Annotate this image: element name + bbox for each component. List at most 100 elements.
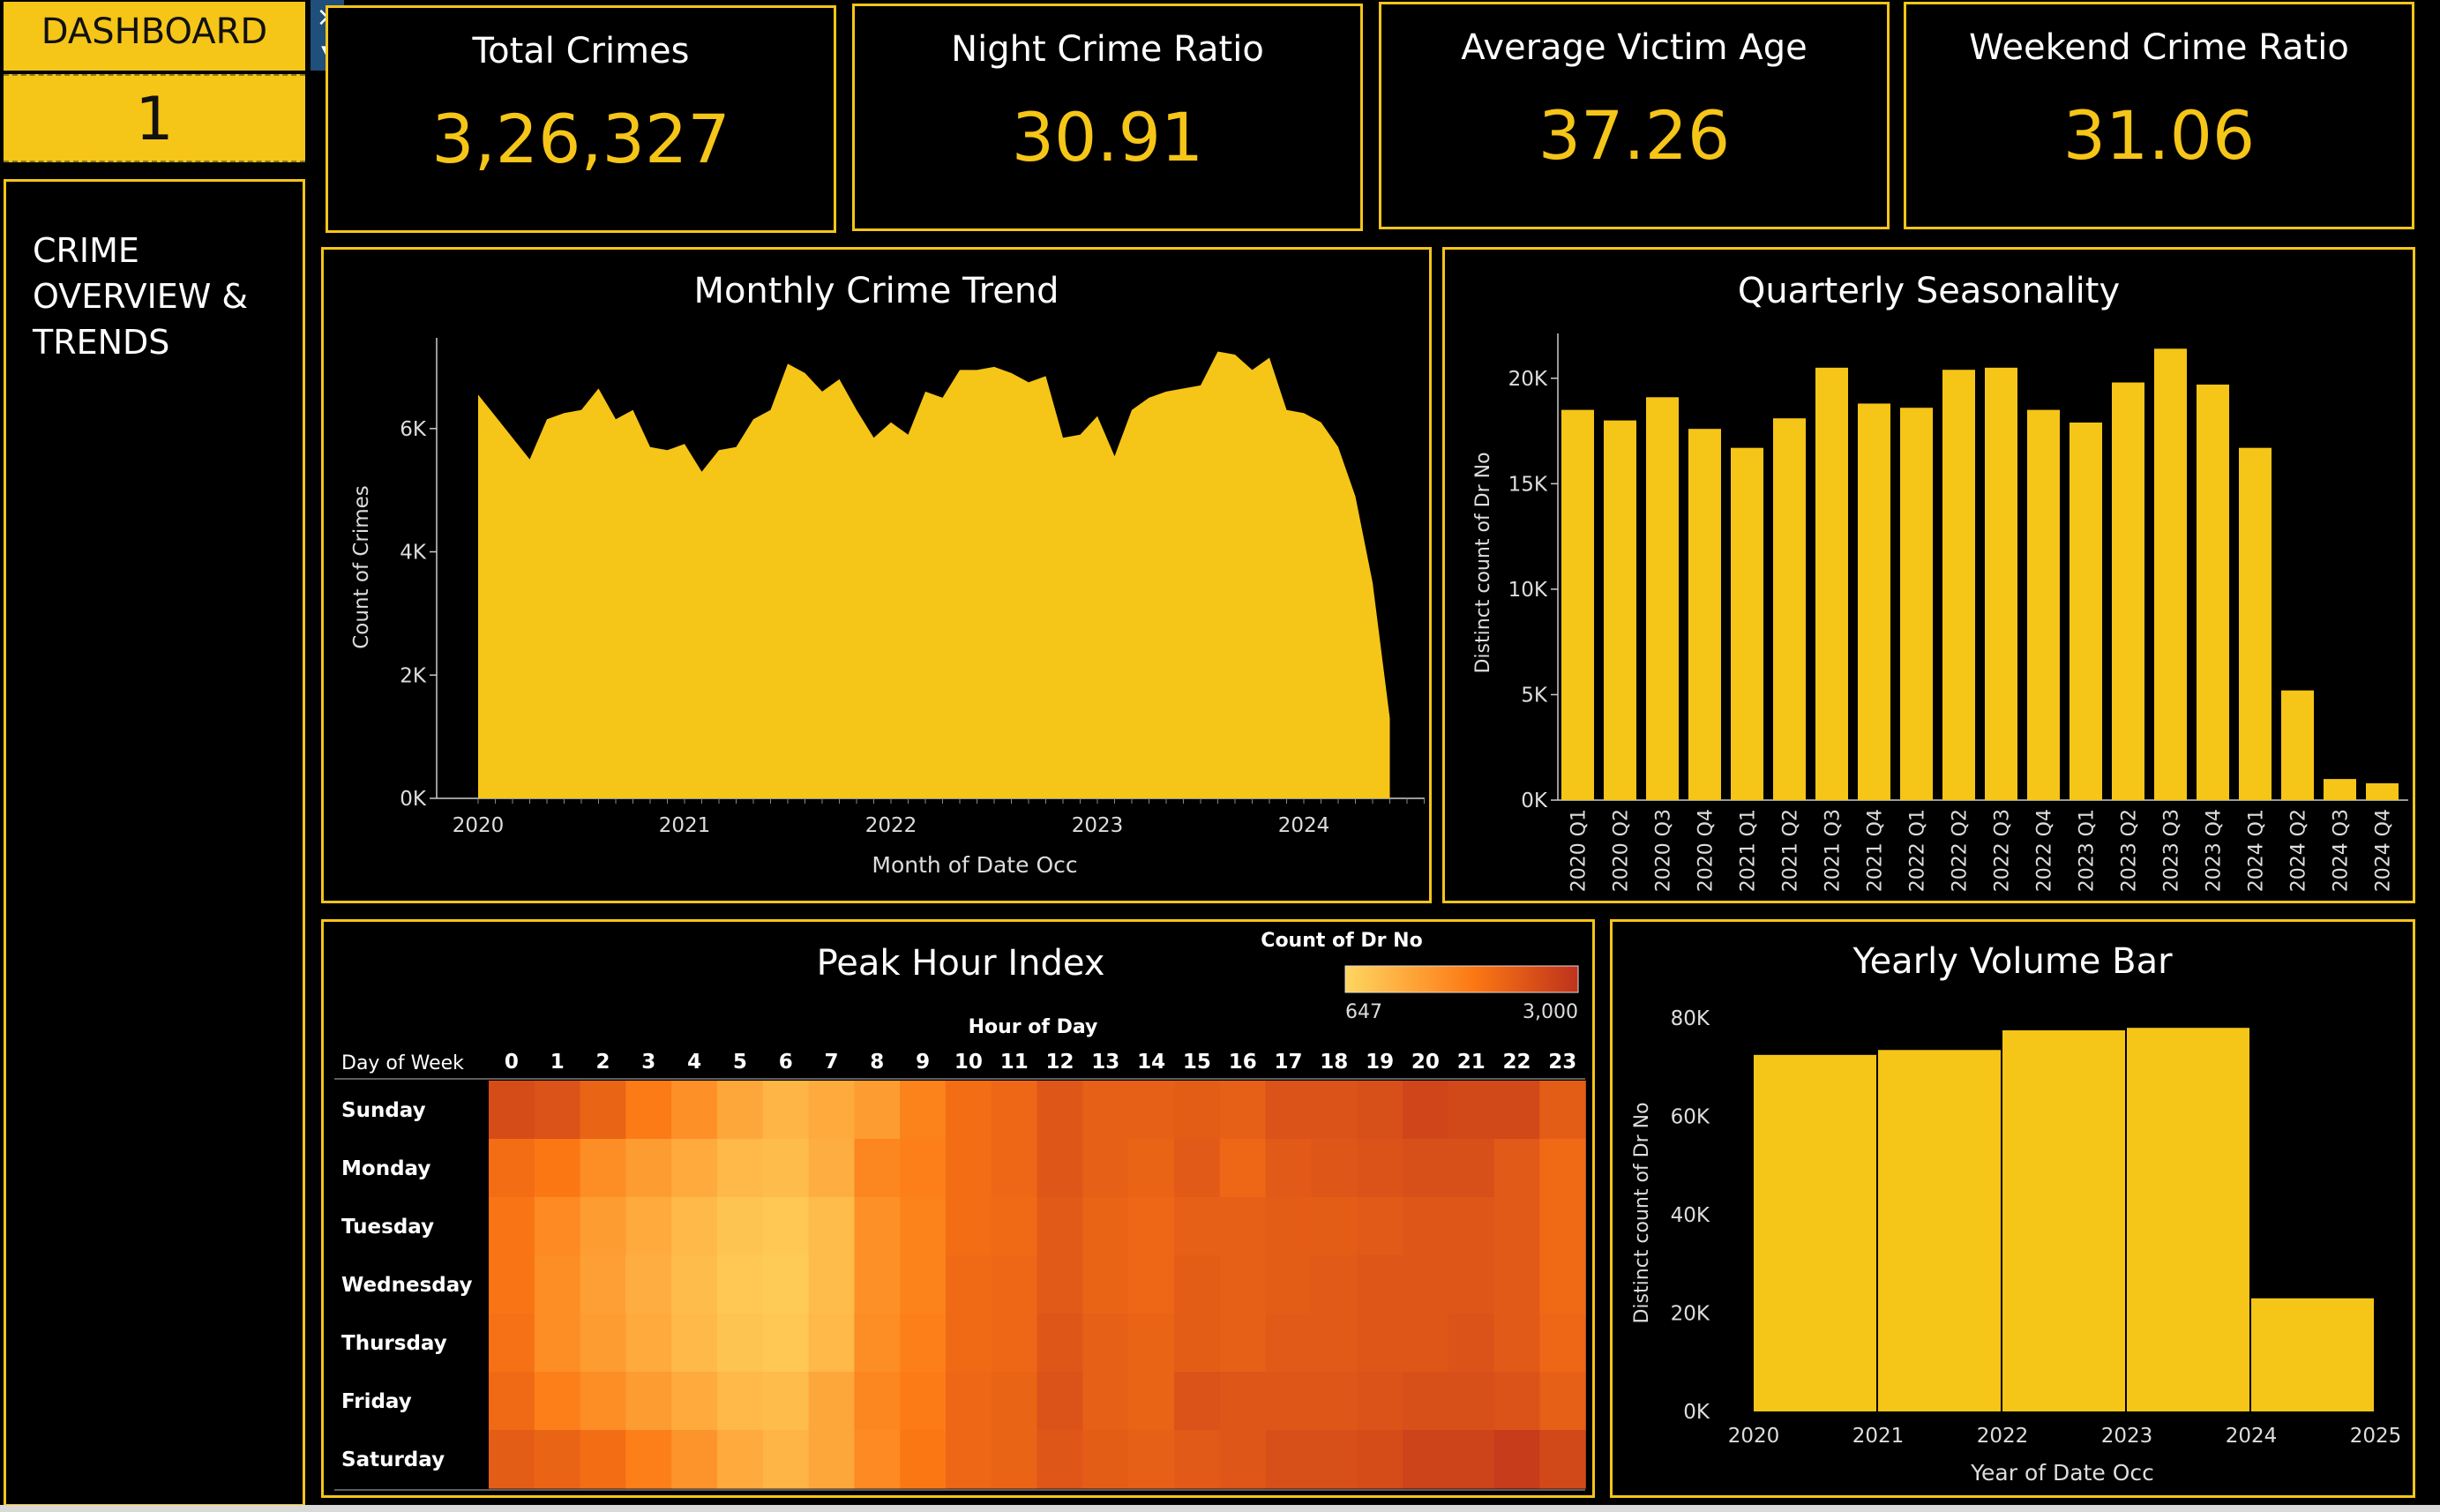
heat-cell bbox=[717, 1430, 764, 1489]
heat-cell bbox=[900, 1314, 947, 1373]
column-label-hour-2: 2 bbox=[595, 1051, 610, 1074]
bar-2024-q1 bbox=[2239, 447, 2272, 800]
x-tick-label: 2023 Q3 bbox=[2161, 809, 2183, 892]
heat-cell bbox=[534, 1372, 581, 1431]
bar-2021-q4 bbox=[1858, 403, 1890, 800]
x-tick-label: 2022 Q4 bbox=[2034, 809, 2056, 892]
row-label-thursday: Thursday bbox=[341, 1332, 447, 1355]
heat-cell bbox=[489, 1197, 535, 1256]
heat-cell bbox=[671, 1255, 718, 1314]
chart-title: Peak Hour Index bbox=[816, 943, 1105, 984]
y-tick-label: 15K bbox=[1508, 473, 1548, 496]
heat-cell bbox=[1448, 1430, 1495, 1489]
heat-cell bbox=[1037, 1197, 1083, 1256]
heat-cell bbox=[946, 1430, 992, 1489]
column-label-hour-19: 19 bbox=[1366, 1051, 1394, 1074]
chart-title: Quarterly Seasonality bbox=[1737, 271, 2121, 311]
heat-cell bbox=[1037, 1255, 1083, 1314]
kpi-card-total-crimes: Total Crimes 3,26,327 bbox=[326, 5, 836, 233]
heat-cell bbox=[1357, 1430, 1403, 1489]
heat-cell bbox=[991, 1314, 1038, 1373]
heat-cell bbox=[1493, 1197, 1540, 1256]
bar-2021-q2 bbox=[1773, 418, 1806, 800]
heat-cell bbox=[1493, 1139, 1540, 1198]
heat-cell bbox=[854, 1314, 901, 1373]
heat-cell bbox=[808, 1255, 855, 1314]
column-label-hour-1: 1 bbox=[550, 1051, 565, 1074]
heat-cell bbox=[762, 1314, 810, 1373]
heat-cell bbox=[946, 1197, 992, 1256]
heat-cell bbox=[1403, 1081, 1449, 1140]
heat-cell bbox=[1539, 1372, 1586, 1431]
heat-cell bbox=[580, 1314, 626, 1373]
heat-cell bbox=[1174, 1314, 1221, 1373]
heat-cell bbox=[1265, 1139, 1312, 1198]
heat-cell bbox=[1539, 1139, 1586, 1198]
column-label-hour-3: 3 bbox=[641, 1051, 655, 1074]
heat-cell bbox=[808, 1197, 855, 1256]
heat-cell bbox=[808, 1139, 855, 1198]
heat-cell bbox=[900, 1372, 947, 1431]
heat-cell bbox=[717, 1139, 764, 1198]
x-tick-label: 2022 bbox=[865, 814, 917, 837]
bar-year-2020 bbox=[1754, 1054, 1876, 1411]
bar-2020-q2 bbox=[1604, 420, 1636, 800]
row-header-title: Day of Week bbox=[341, 1052, 464, 1074]
bar-2024-q3 bbox=[2324, 779, 2356, 800]
kpi-value: 37.26 bbox=[1538, 96, 1731, 175]
bar-2021-q3 bbox=[1815, 367, 1848, 800]
heat-cell bbox=[854, 1372, 901, 1431]
heat-cell bbox=[534, 1255, 581, 1314]
column-label-hour-23: 23 bbox=[1548, 1051, 1576, 1074]
heat-cell bbox=[625, 1197, 672, 1256]
heat-cell bbox=[1448, 1081, 1495, 1140]
heat-cell bbox=[1357, 1139, 1403, 1198]
bar-year-2022 bbox=[2002, 1029, 2125, 1411]
chart-title: Monthly Crime Trend bbox=[693, 271, 1059, 311]
row-label-sunday: Sunday bbox=[341, 1099, 426, 1122]
area-series-count-of-crimes bbox=[478, 351, 1390, 798]
heat-cell bbox=[762, 1430, 810, 1489]
heat-cell bbox=[1539, 1255, 1586, 1314]
heat-cell bbox=[1174, 1430, 1221, 1489]
heat-cell bbox=[580, 1255, 626, 1314]
bar-2023-q2 bbox=[2112, 382, 2144, 800]
bar-2022-q3 bbox=[1985, 367, 2017, 800]
monthly-crime-trend-chart: 0K 2K 4K 6K 2020 2021 2022 2023 2024 Month of Dat… bbox=[350, 338, 1425, 878]
heat-cell bbox=[991, 1139, 1038, 1198]
x-axis-title: Month of Date Occ bbox=[872, 852, 1077, 878]
heat-cell bbox=[854, 1139, 901, 1198]
heat-cell bbox=[854, 1430, 901, 1489]
heat-cell bbox=[1311, 1314, 1358, 1373]
bar-year-2021 bbox=[1878, 1050, 2001, 1411]
sidebar-section-panel: CRIME OVERVIEW & TRENDS bbox=[4, 179, 305, 1507]
y-tick-label: 20K bbox=[1508, 368, 1548, 391]
column-label-hour-12: 12 bbox=[1045, 1051, 1074, 1074]
heat-cell bbox=[1219, 1430, 1267, 1489]
y-axis-title: Distinct count of Dr No bbox=[1631, 1102, 1653, 1323]
heat-cell bbox=[1493, 1081, 1540, 1140]
heat-cell bbox=[717, 1314, 764, 1373]
column-label-hour-14: 14 bbox=[1137, 1051, 1165, 1074]
bar-2023-q4 bbox=[2197, 384, 2229, 800]
heat-cell bbox=[1265, 1314, 1312, 1373]
x-tick-label: 2023 bbox=[2101, 1425, 2153, 1448]
bar-2023-q3 bbox=[2154, 348, 2187, 800]
heat-cell bbox=[534, 1314, 581, 1373]
heat-cell bbox=[1128, 1372, 1175, 1431]
heat-cell bbox=[808, 1430, 855, 1489]
dashboard-number: 1 bbox=[135, 85, 174, 154]
heat-cell bbox=[671, 1139, 718, 1198]
y-tick-label: 0K bbox=[1683, 1401, 1710, 1424]
heat-cell bbox=[489, 1139, 535, 1198]
heat-cell bbox=[717, 1081, 764, 1140]
x-tick-label: 2022 Q3 bbox=[1992, 809, 2014, 892]
heat-cell bbox=[900, 1255, 947, 1314]
heat-cell bbox=[1403, 1372, 1449, 1431]
heat-cell bbox=[1037, 1081, 1083, 1140]
column-label-hour-4: 4 bbox=[687, 1051, 701, 1074]
heat-cell bbox=[808, 1372, 855, 1431]
sidebar-header[interactable]: DASHBOARD bbox=[4, 2, 305, 71]
horizontal-scrollbar[interactable] bbox=[0, 1505, 2440, 1512]
sidebar-section-title: CRIME OVERVIEW & TRENDS bbox=[33, 231, 249, 362]
